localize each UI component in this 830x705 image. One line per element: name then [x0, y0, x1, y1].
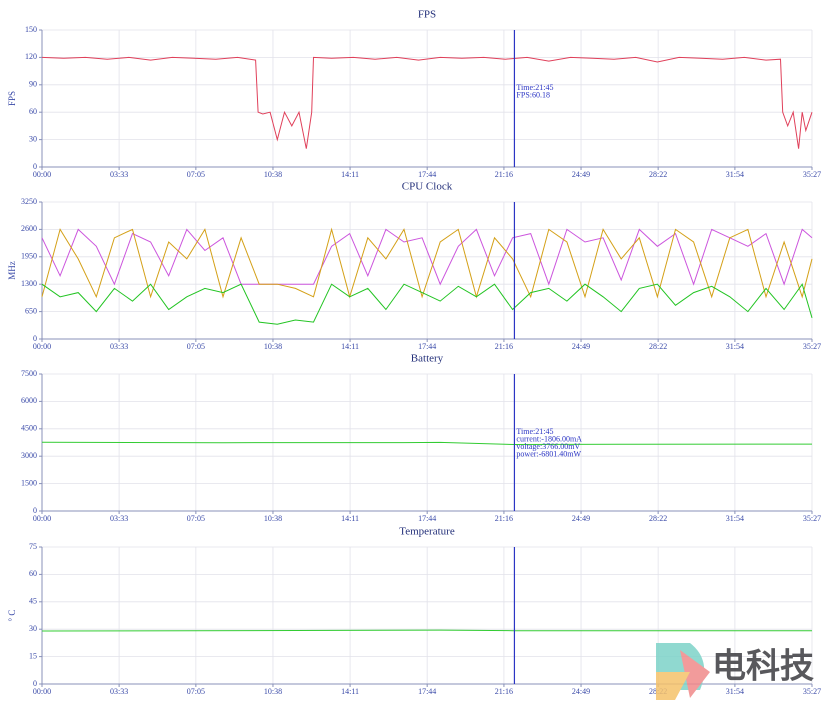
x-tick-label: 03:33 [110, 170, 128, 179]
y-tick-label: 7500 [21, 369, 37, 378]
y-tick-label: 60 [29, 107, 37, 116]
x-tick-label: 14:11 [341, 514, 359, 523]
chart-title: CPU Clock [402, 181, 453, 193]
x-tick-label: 14:11 [341, 342, 359, 351]
watermark-text: 电科技 [712, 647, 814, 687]
chart-panel: Battery 0 1500 3000 4500 6000 7500 00:00 03:33 07… [21, 353, 821, 523]
y-axis-title: FPS [7, 91, 17, 106]
series-line [41, 441, 813, 446]
x-tick-label: 35:27 [803, 342, 821, 351]
y-tick-label: 1500 [21, 478, 37, 487]
x-tick-label: 28:22 [649, 170, 667, 179]
y-tick-label: 30 [29, 624, 37, 633]
logo [680, 650, 710, 698]
y-tick-label: 2600 [21, 224, 37, 233]
series-line [41, 227, 813, 299]
y-tick-label: 0 [33, 334, 37, 343]
x-tick-label: 24:49 [572, 514, 590, 523]
x-tick-label: 10:38 [264, 342, 282, 351]
x-tick-label: 07:05 [187, 687, 205, 696]
x-tick-label: 31:54 [726, 170, 744, 179]
series-line [41, 629, 812, 632]
x-tick-label: 31:54 [726, 514, 744, 523]
y-tick-label: 45 [29, 597, 37, 606]
chart-panel: FPS FPS 0 30 60 90 120 150 00:00 03:33 07:05 10:38 1… [7, 9, 821, 179]
y-tick-label: 3250 [21, 197, 37, 206]
chart-panel: CPU Clock MHz 0 650 1300 1950 2600 3250 00:00 03:… [7, 181, 821, 351]
x-tick-label: 00:00 [33, 342, 51, 351]
x-tick-label: 00:00 [33, 170, 51, 179]
y-tick-label: 120 [25, 52, 37, 61]
x-tick-label: 14:11 [341, 687, 359, 696]
x-tick-label: 17:44 [418, 687, 436, 696]
y-tick-label: 15 [29, 651, 37, 660]
y-tick-label: 650 [25, 306, 37, 315]
x-tick-label: 24:49 [572, 687, 590, 696]
x-tick-label: 10:38 [264, 170, 282, 179]
chart-title: Temperature [399, 526, 455, 538]
x-tick-label: 10:38 [264, 514, 282, 523]
x-tick-label: 21:16 [495, 514, 513, 523]
series-line [41, 283, 813, 325]
cursor-label: current:-1806.00mA [516, 434, 582, 443]
x-tick-label: 24:49 [572, 342, 590, 351]
cursor-label: Time:21:45 [516, 427, 553, 436]
x-tick-label: 07:05 [187, 170, 205, 179]
x-tick-label: 07:05 [187, 514, 205, 523]
y-tick-label: 1300 [21, 279, 37, 288]
y-tick-label: 0 [33, 506, 37, 515]
x-tick-label: 07:05 [187, 342, 205, 351]
y-axis-title: MHz [7, 261, 17, 280]
x-tick-label: 21:16 [495, 170, 513, 179]
cursor-label: FPS:60.18 [516, 90, 550, 99]
y-tick-label: 60 [29, 569, 37, 578]
y-tick-label: 75 [29, 542, 37, 551]
x-tick-label: 17:44 [418, 342, 436, 351]
x-tick-label: 03:33 [110, 514, 128, 523]
x-tick-label: 31:54 [726, 342, 744, 351]
x-tick-label: 28:22 [649, 342, 667, 351]
cursor-label: voltage:3766.00mV [516, 442, 580, 451]
x-tick-label: 10:38 [264, 687, 282, 696]
y-tick-label: 30 [29, 134, 37, 143]
x-tick-label: 35:27 [803, 687, 821, 696]
x-tick-label: 28:22 [649, 514, 667, 523]
x-tick-label: 31:54 [726, 687, 744, 696]
x-tick-label: 03:33 [110, 342, 128, 351]
cursor-label: power:-6801.40mW [516, 449, 581, 458]
x-tick-label: 24:49 [572, 170, 590, 179]
y-axis-title: ° C [7, 610, 17, 622]
y-tick-label: 0 [33, 679, 37, 688]
x-tick-label: 14:11 [341, 170, 359, 179]
series-line [41, 56, 813, 149]
y-tick-label: 1950 [21, 252, 37, 261]
chart-title: Battery [411, 353, 444, 365]
x-tick-label: 21:16 [495, 342, 513, 351]
series-line [41, 228, 813, 286]
x-tick-label: 35:27 [803, 514, 821, 523]
y-tick-label: 6000 [21, 396, 37, 405]
watermark: 电科技 [656, 643, 814, 700]
x-tick-label: 00:00 [33, 687, 51, 696]
x-tick-label: 00:00 [33, 514, 51, 523]
y-tick-label: 4500 [21, 424, 37, 433]
x-tick-label: 03:33 [110, 687, 128, 696]
x-tick-label: 35:27 [803, 170, 821, 179]
logo [656, 672, 690, 700]
x-tick-label: 17:44 [418, 514, 436, 523]
y-tick-label: 3000 [21, 451, 37, 460]
y-tick-label: 90 [29, 80, 37, 89]
y-tick-label: 0 [33, 162, 37, 171]
x-tick-label: 17:44 [418, 170, 436, 179]
cursor-label: Time:21:45 [516, 83, 553, 92]
x-tick-label: 21:16 [495, 687, 513, 696]
y-tick-label: 150 [25, 25, 37, 34]
chart-title: FPS [418, 9, 436, 21]
